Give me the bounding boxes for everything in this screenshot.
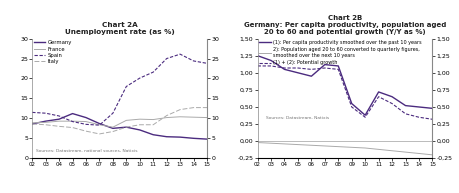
- Title: Chart 2A
Unemployment rate (as %): Chart 2A Unemployment rate (as %): [65, 22, 174, 36]
- Legend: (1): Per capita productivity smoothed over the past 10 years, 2): Population age: (1): Per capita productivity smoothed ov…: [258, 40, 420, 65]
- Text: Sources: Datastream, national sources, Natixis: Sources: Datastream, national sources, N…: [36, 149, 137, 153]
- Legend: Germany, France, Spain, Italy: Germany, France, Spain, Italy: [34, 40, 72, 64]
- Title: Chart 2B
Germany: Per capita productivity, population aged
20 to 60 and potentia: Chart 2B Germany: Per capita productivit…: [243, 15, 445, 36]
- Text: Sources: Datastream, Natixis: Sources: Datastream, Natixis: [266, 116, 329, 120]
